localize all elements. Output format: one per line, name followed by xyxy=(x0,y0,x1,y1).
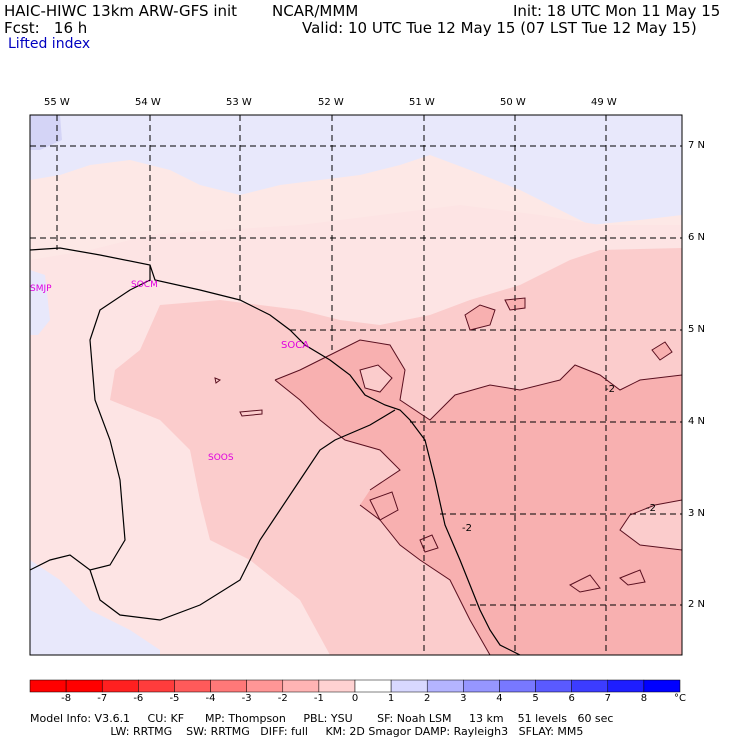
lon-label-55w: 55 W xyxy=(44,97,70,108)
colorbar-tick-label: 1 xyxy=(387,693,395,704)
colorbar-tick-label: -6 xyxy=(133,693,144,704)
colorbar-tick-label: -2 xyxy=(277,693,288,704)
contour-label: -2 xyxy=(605,384,615,395)
field-name: Lifted index xyxy=(8,36,91,52)
lon-label-51w: 51 W xyxy=(409,97,435,108)
colorbar-tick-label: 2 xyxy=(424,693,431,704)
lat-label-4n: 4 N xyxy=(688,416,706,427)
init-time: Init: 18 UTC Mon 11 May 15 xyxy=(513,2,721,20)
colorbar xyxy=(29,679,681,693)
colorbar-segment xyxy=(138,679,175,693)
colorbar-segment xyxy=(643,679,681,693)
colorbar-segment xyxy=(463,679,500,693)
positive-area-southwest xyxy=(30,560,160,655)
colorbar-tick-label: 3 xyxy=(460,693,467,704)
colorbar-segment xyxy=(571,679,609,693)
colorbar-tick-label: -4 xyxy=(205,693,216,704)
colorbar-tick-label: -5 xyxy=(169,693,180,704)
forecast-hour: Fcst: 16 h xyxy=(4,19,88,37)
model-info-line2: LW: RRTMG SW: RRTMG DIFF: full KM: 2D Sm… xyxy=(30,725,584,738)
lat-label-3n: 3 N xyxy=(688,508,706,519)
colorbar-tick-label: -8 xyxy=(61,693,72,704)
colorbar-segment xyxy=(535,679,572,693)
neg2-pocket-east xyxy=(620,500,682,550)
station-soca: SOCA xyxy=(281,340,310,351)
station-smjp: SMJP xyxy=(30,284,52,294)
colorbar-segment xyxy=(282,679,320,693)
colorbar-tick-label: -3 xyxy=(241,693,252,704)
colorbar-tick-label: 7 xyxy=(604,693,611,704)
colorbar-segment xyxy=(354,679,392,693)
lon-label-49w: 49 W xyxy=(591,97,617,108)
station-socm: SOCM xyxy=(131,280,158,290)
contour-label: -2 xyxy=(646,503,656,514)
colorbar-tick-label: 4 xyxy=(496,693,503,704)
model-title: HAIC-HIWC 13km ARW-GFS init xyxy=(4,2,238,20)
lon-label-52w: 52 W xyxy=(318,97,344,108)
neg3-island-2 xyxy=(505,298,525,310)
colorbar-segment xyxy=(174,679,211,693)
colorbar-unit: °C xyxy=(674,693,686,704)
colorbar-segment xyxy=(101,679,139,693)
colorbar-segment xyxy=(246,679,284,693)
lon-label-50w: 50 W xyxy=(500,97,526,108)
colorbar-segment xyxy=(607,679,645,693)
colorbar-segment xyxy=(29,679,67,693)
neg3-area xyxy=(275,340,682,655)
station-soos: SOOS xyxy=(208,453,234,463)
colorbar-tick-label: 8 xyxy=(640,693,648,704)
map-frame xyxy=(29,114,683,656)
colorbar-tick-label: -7 xyxy=(97,693,108,704)
positive-area-corner xyxy=(30,115,62,150)
neg2-hole xyxy=(360,365,392,392)
colorbar-segment xyxy=(426,679,464,693)
neg3-island-1 xyxy=(465,305,495,330)
colorbar-segment xyxy=(318,679,356,693)
lifted-index-field xyxy=(30,115,682,655)
contour-lines xyxy=(214,297,682,655)
colorbar-tick-label: 0 xyxy=(351,693,359,704)
contour-label: -2 xyxy=(462,523,472,534)
positive-area-north xyxy=(30,115,682,225)
neg3-edge xyxy=(665,590,682,640)
positive-area-north-2 xyxy=(240,120,510,170)
colorbar-tick-label: -1 xyxy=(313,693,324,704)
org-label: NCAR/MMM xyxy=(272,2,359,20)
colorbar-tick-label: 6 xyxy=(568,693,575,704)
colorbar-tick-label: 5 xyxy=(532,693,539,704)
colorbar-segment xyxy=(390,679,428,693)
coastlines-borders xyxy=(30,247,521,655)
colorbar-segment xyxy=(499,679,536,693)
positive-area-west xyxy=(30,270,50,335)
lat-label-6n: 6 N xyxy=(688,232,706,243)
model-info-line1: Model Info: V3.6.1 CU: KF MP: Thompson P… xyxy=(30,712,614,725)
lat-label-2n: 2 N xyxy=(688,599,706,610)
colorbar-segment xyxy=(210,679,247,693)
lat-label-7n: 7 N xyxy=(688,140,706,151)
lat-label-5n: 5 N xyxy=(688,324,706,335)
lat-lon-grid xyxy=(30,115,682,655)
colorbar-segment xyxy=(65,679,103,693)
lon-label-54w: 54 W xyxy=(135,97,161,108)
lon-label-53w: 53 W xyxy=(226,97,252,108)
valid-time: Valid: 10 UTC Tue 12 May 15 (07 LST Tue … xyxy=(302,19,697,37)
